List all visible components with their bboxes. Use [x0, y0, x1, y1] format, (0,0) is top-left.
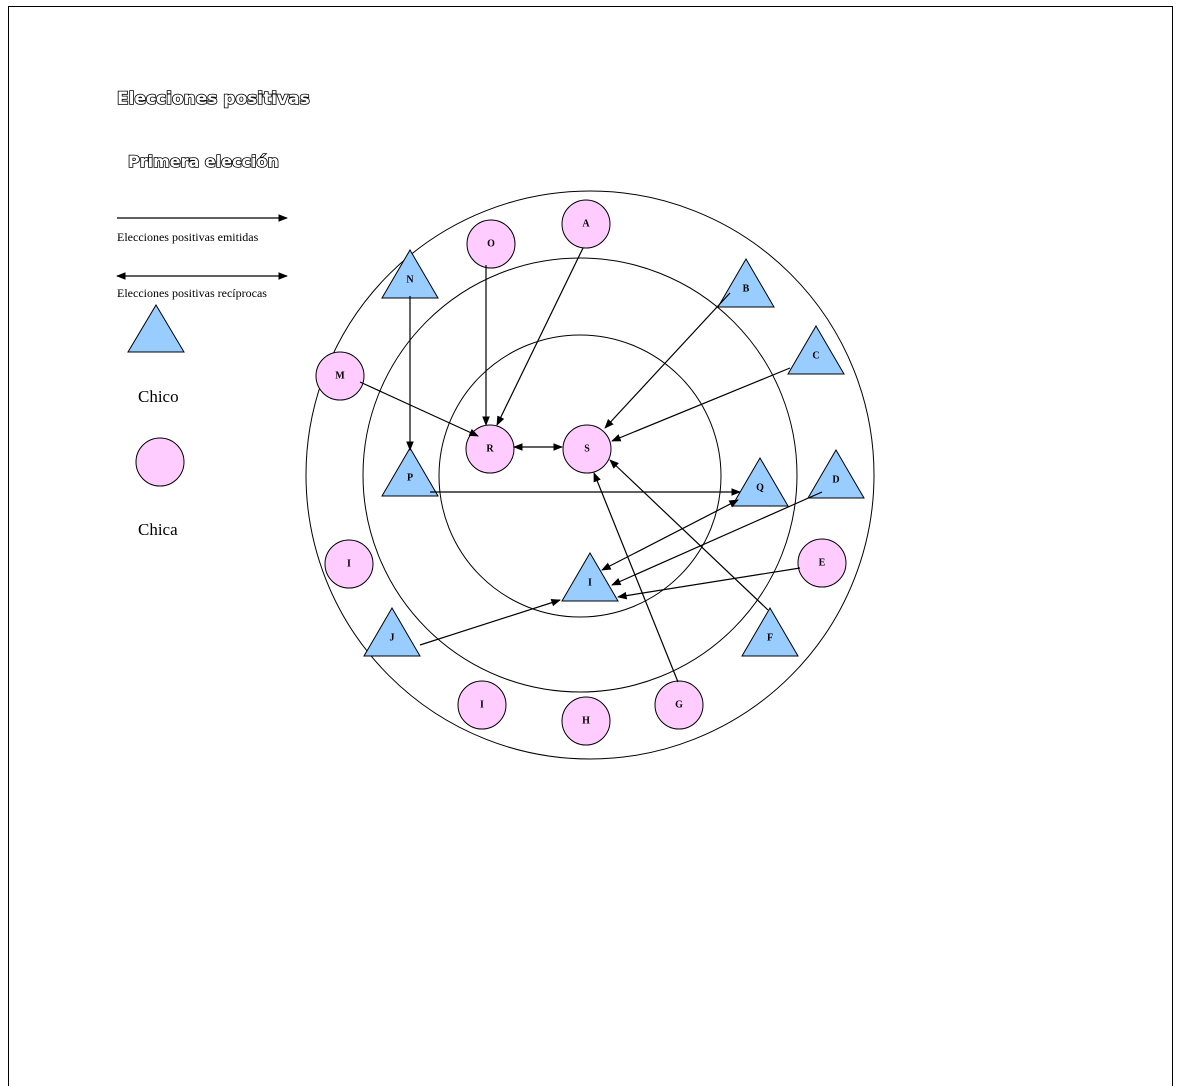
- node-label: B: [743, 283, 750, 294]
- boy-node: [787, 325, 845, 375]
- node-label: Q: [756, 482, 764, 493]
- girl-node: [562, 424, 612, 474]
- girl-node: [654, 680, 704, 730]
- boy-node: [717, 258, 775, 308]
- girl-node: [561, 199, 611, 249]
- node-label: E: [819, 557, 826, 568]
- subtitle: Primera elección: [128, 152, 279, 171]
- edge: [359, 381, 479, 437]
- boy-node: [363, 607, 421, 657]
- girl-node: [324, 539, 374, 589]
- node-label: O: [487, 238, 495, 249]
- node-label: A: [582, 218, 590, 229]
- boy-node: [731, 457, 789, 507]
- node-label: M: [335, 370, 345, 381]
- legend-reciprocal: Elecciones positivas recíprocas: [117, 286, 267, 300]
- node-label: I: [588, 577, 592, 588]
- node-label: P: [407, 472, 413, 483]
- node-label: G: [675, 699, 683, 710]
- nodes: A O N B C M R S P Q D I E I J F I H G: [315, 199, 865, 746]
- node-label: H: [582, 715, 590, 726]
- boy-node: [741, 607, 799, 657]
- edge: [419, 598, 561, 646]
- edge: [611, 491, 823, 586]
- girl-node: [561, 696, 611, 746]
- node-label: D: [832, 474, 839, 485]
- legend-girl: Chica: [138, 520, 178, 539]
- girl-node: [315, 351, 365, 401]
- edge: [617, 567, 801, 600]
- node-label: C: [812, 350, 819, 361]
- node-label: J: [390, 632, 395, 643]
- edge: [611, 367, 791, 442]
- legend-emitted: Elecciones positivas emitidas: [117, 230, 259, 244]
- edge: [496, 247, 584, 426]
- node-label: N: [406, 274, 414, 285]
- node-label: I: [347, 558, 351, 569]
- node-label: I: [480, 699, 484, 710]
- edge: [604, 292, 731, 429]
- rings: [305, 190, 875, 760]
- node-label: S: [584, 443, 590, 454]
- boy-node: [807, 449, 865, 499]
- edges: [359, 247, 823, 683]
- node-label: R: [486, 443, 494, 454]
- outer-ring: [305, 190, 875, 760]
- middle-ring: [362, 257, 798, 693]
- girl-node: [466, 219, 516, 269]
- boy-node: [381, 447, 439, 497]
- inner-ring: [438, 334, 722, 618]
- legend-circle: [135, 437, 185, 487]
- legend-boy: Chico: [138, 387, 179, 406]
- frame: [8, 6, 1173, 1086]
- edge: [609, 459, 769, 611]
- girl-node: [797, 538, 847, 588]
- edge: [601, 499, 739, 571]
- edge: [593, 472, 679, 683]
- boy-node: [561, 552, 619, 602]
- title: Elecciones positivas: [117, 89, 310, 109]
- girl-node: [457, 680, 507, 730]
- node-label: F: [767, 632, 773, 643]
- legend-triangle: [127, 304, 185, 353]
